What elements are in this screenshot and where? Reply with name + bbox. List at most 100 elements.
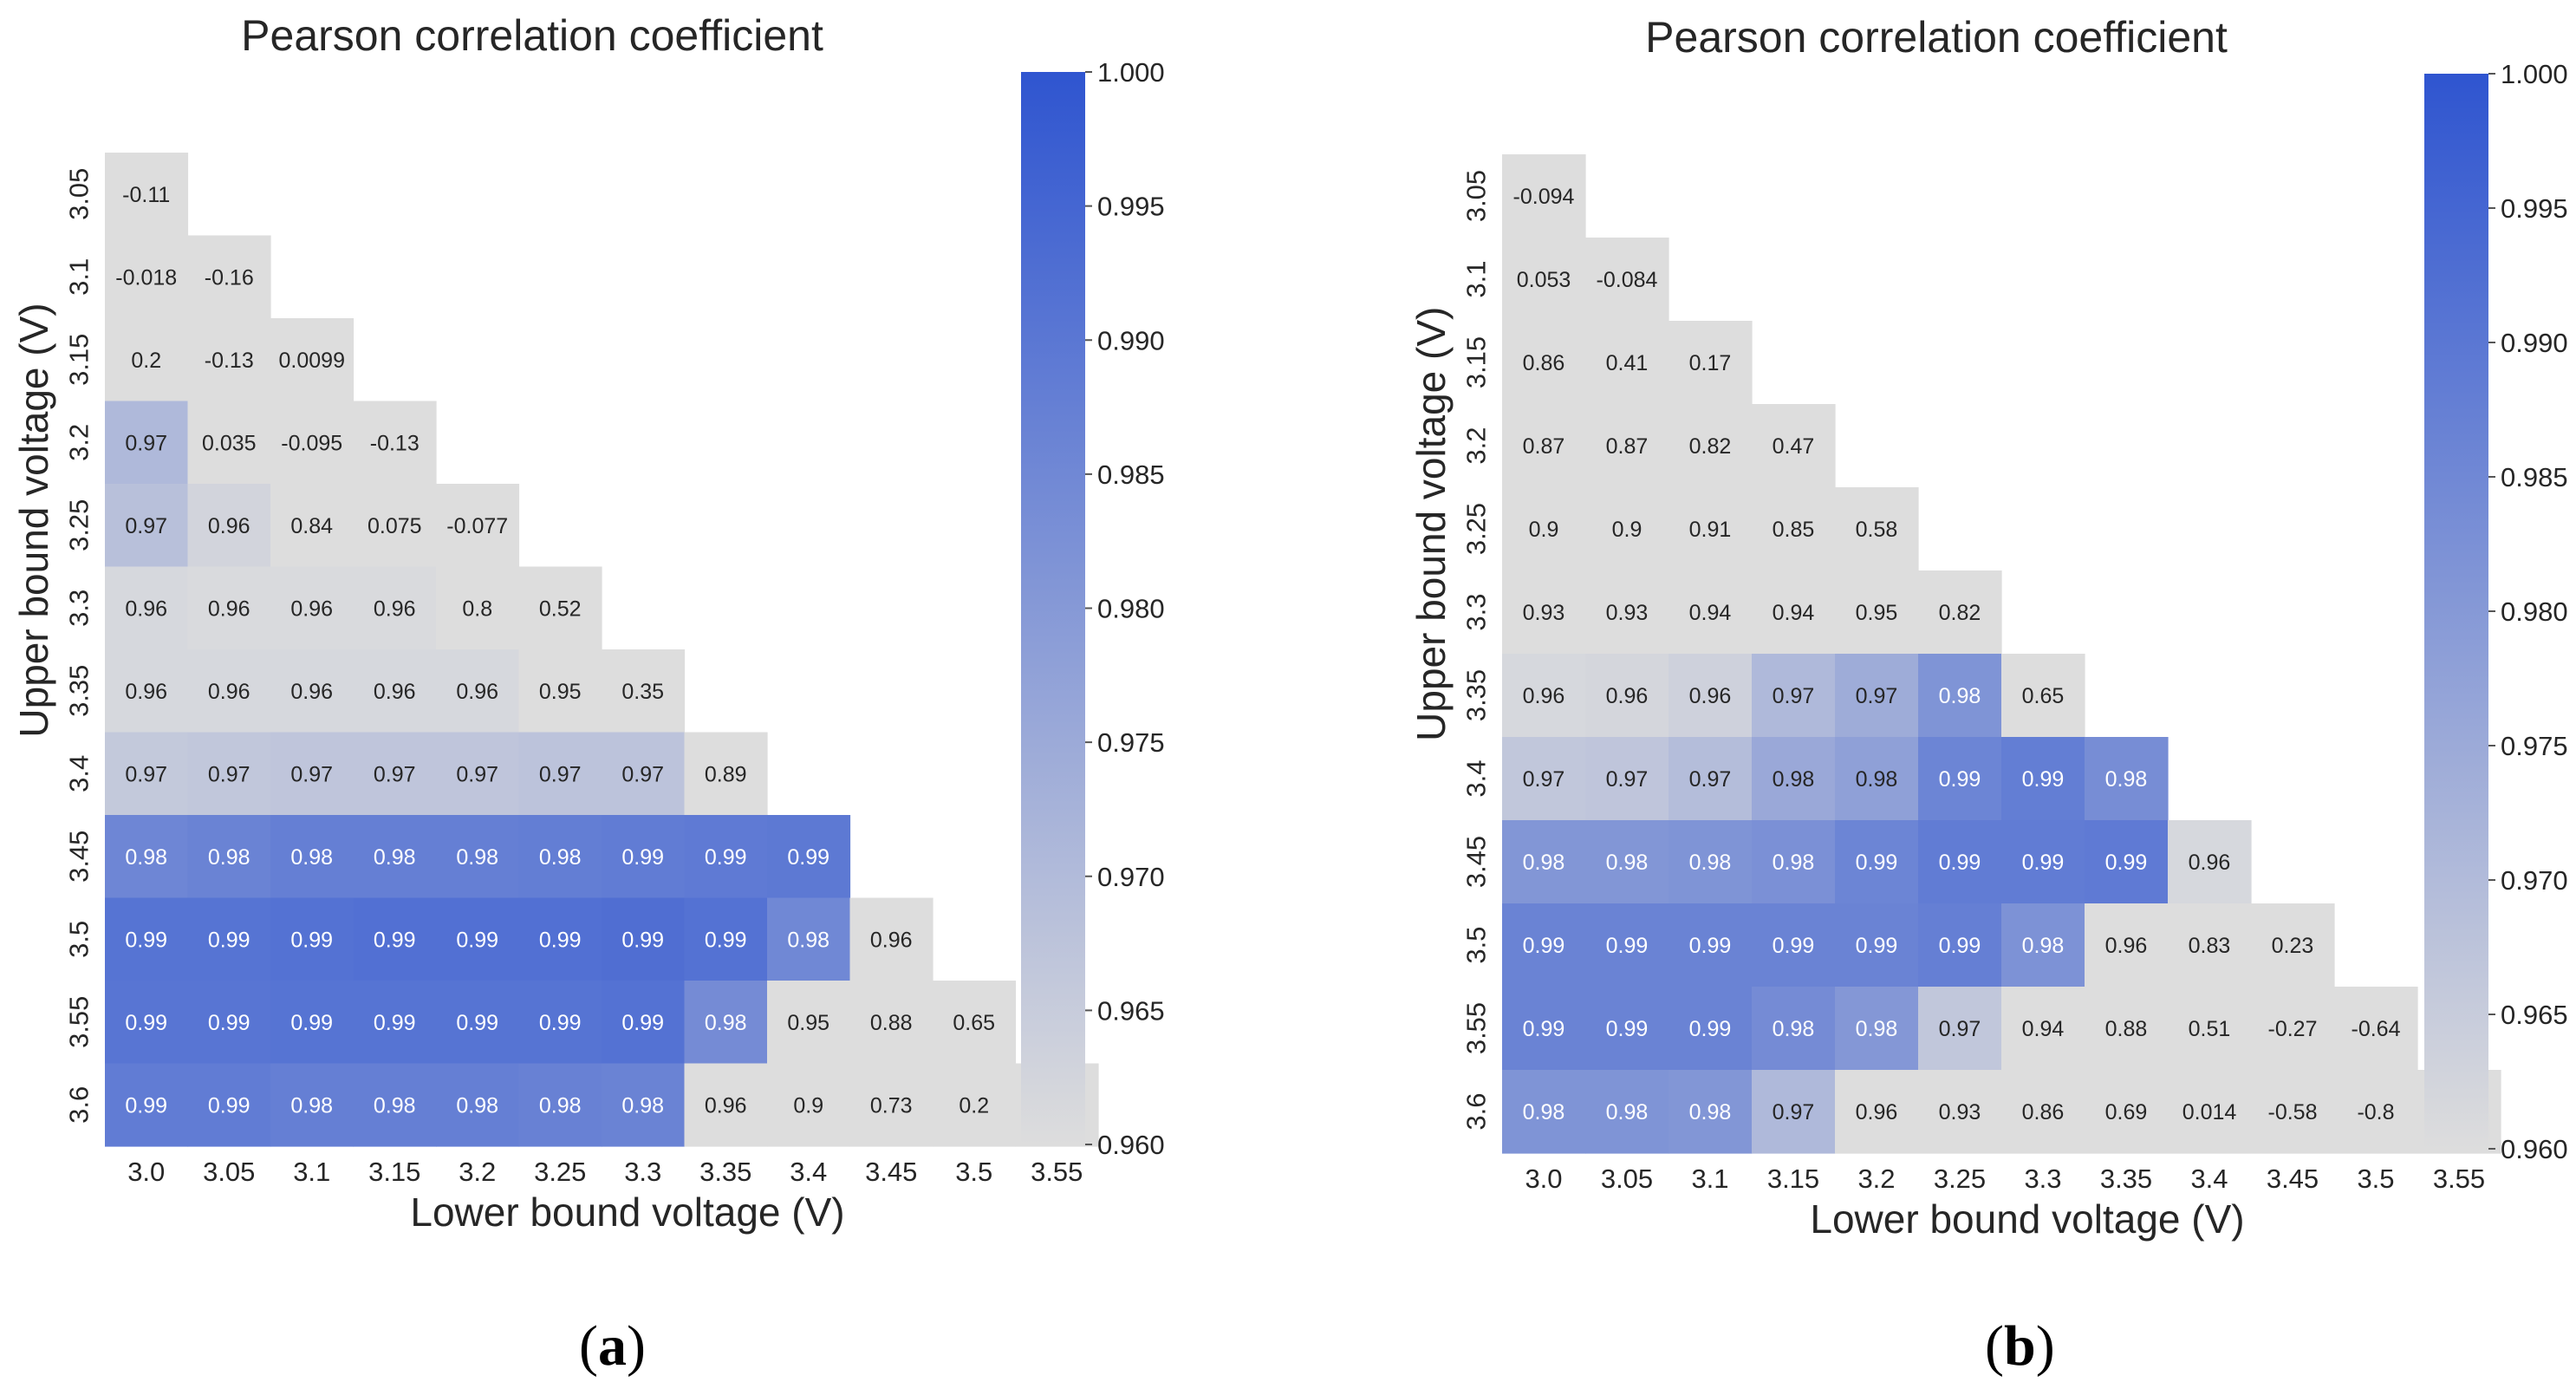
cell-value-label: 0.98 [2022, 934, 2065, 958]
heatmap-cell [1669, 820, 1753, 904]
y-axis-label: Upper bound voltage (V) [1408, 307, 1454, 741]
cell-value-label: 0.96 [374, 596, 416, 621]
cell-value-label: 0.035 [202, 431, 257, 455]
heatmap-cell [270, 1063, 355, 1147]
x-axis-label: Lower bound voltage (V) [410, 1190, 844, 1235]
colorbar-tick-label: 0.975 [2501, 731, 2568, 761]
cell-value-label: 0.99 [2022, 767, 2065, 792]
heatmap-cell [1918, 1070, 2002, 1154]
heatmap-cell [1918, 737, 2002, 821]
cell-value-label: 0.51 [2189, 1017, 2231, 1041]
heatmap-cell [1752, 987, 1836, 1071]
cell-value-label: -0.8 [2357, 1100, 2394, 1124]
heatmap-cell [1502, 820, 1586, 904]
cell-value-label: 0.075 [368, 514, 422, 538]
y-tick-label: 3.25 [1461, 503, 1492, 555]
cell-value-label: 0.014 [2182, 1100, 2237, 1124]
cell-value-label: 0.95 [539, 680, 582, 704]
cell-value-label: 0.97 [456, 762, 498, 786]
y-tick-label: 3.05 [1461, 170, 1492, 222]
x-tick-label: 3.05 [1601, 1164, 1653, 1194]
heatmap-cell [933, 981, 1017, 1065]
cell-value-label: 0.99 [1856, 851, 1898, 875]
heatmap-cell [518, 815, 602, 899]
heatmap-cell [2334, 1070, 2418, 1154]
cell-value-label: 0.99 [705, 845, 747, 870]
heatmap-cell [2334, 987, 2418, 1071]
cell-value-label: 0.99 [456, 928, 498, 952]
x-tick-label: 3.45 [2267, 1164, 2319, 1194]
x-tick-label: 3.1 [293, 1157, 330, 1187]
cell-value-label: 0.69 [2105, 1100, 2148, 1124]
cell-value-label: 0.99 [1856, 934, 1898, 958]
heatmap-cell [1502, 487, 1586, 571]
cell-value-label: 0.97 [208, 762, 250, 786]
heatmap-cell [105, 649, 189, 733]
heatmap-cell [105, 566, 189, 650]
heatmap-cell [353, 649, 437, 733]
heatmap-cell [2085, 987, 2169, 1071]
cell-value-label: 0.97 [621, 762, 664, 786]
cell-value-label: 0.97 [1856, 684, 1898, 708]
cell-value-label: 0.94 [1689, 601, 1732, 625]
y-tick-label: 3.4 [64, 755, 94, 792]
cell-value-label: 0.99 [539, 928, 582, 952]
heatmap-cell [1835, 654, 1919, 738]
cell-value-label: 0.98 [1523, 851, 1565, 875]
cell-value-label: -0.11 [122, 183, 170, 207]
heatmap-cell [1835, 903, 1919, 988]
heatmap-cell [270, 318, 355, 402]
x-tick-label: 3.55 [1031, 1157, 1083, 1187]
cell-value-label: 0.8 [462, 596, 492, 621]
cell-value-label: 0.82 [1689, 434, 1732, 459]
cell-value-label: -0.27 [2268, 1017, 2318, 1041]
cell-value-label: 0.98 [1773, 767, 1815, 792]
heatmap-cell [1585, 487, 1669, 571]
heatmap-cell [1752, 487, 1836, 571]
heatmap-cell [684, 897, 768, 981]
cell-value-label: 0.2 [131, 349, 161, 373]
cell-value-label: -0.084 [1597, 268, 1658, 292]
heatmap-cell [1669, 321, 1753, 405]
heatmap-cell [1502, 238, 1586, 322]
cell-value-label: 0.98 [125, 845, 167, 870]
cell-value-label: 0.47 [1773, 434, 1815, 459]
y-tick-label: 3.55 [64, 996, 94, 1048]
heatmap-cell [2001, 654, 2085, 738]
heatmap-cell [1669, 570, 1753, 655]
heatmap-cell [1752, 1070, 1836, 1154]
heatmap-cell [518, 897, 602, 981]
heatmap-cell [2168, 1070, 2252, 1154]
cell-value-label: 0.96 [456, 680, 498, 704]
heatmap-cell [2001, 737, 2085, 821]
colorbar-tick-label: 0.975 [1097, 727, 1165, 758]
heatmap-cell [1752, 654, 1836, 738]
colorbar-tick-label: 0.995 [2501, 193, 2568, 224]
heatmap-cell [1585, 737, 1669, 821]
heatmap-cell [187, 318, 271, 402]
cell-value-label: 0.91 [1689, 518, 1732, 542]
cell-value-label: 0.96 [125, 596, 167, 621]
cell-value-label: 0.99 [125, 928, 167, 952]
heatmap-cell [1752, 903, 1836, 988]
cell-value-label: 0.96 [290, 680, 333, 704]
cell-value-label: 0.89 [705, 762, 747, 786]
y-tick-label: 3.6 [1461, 1092, 1492, 1130]
cell-value-label: 0.0099 [279, 349, 345, 373]
cell-value-label: 0.99 [1689, 1017, 1732, 1041]
y-tick-label: 3.35 [1461, 669, 1492, 721]
heatmap-cell [1835, 820, 1919, 904]
heatmap-cell [2168, 903, 2252, 988]
chart-title: Pearson correlation coefficient [241, 11, 823, 60]
heatmap-cell [1502, 570, 1586, 655]
x-tick-label: 3.4 [2190, 1164, 2228, 1194]
heatmap-cell [933, 1063, 1017, 1147]
cell-value-label: 0.99 [621, 928, 664, 952]
heatmap-cell [1918, 820, 2002, 904]
y-tick-label: 3.2 [64, 424, 94, 461]
cell-value-label: 0.97 [125, 514, 167, 538]
colorbar-tick-label: 0.965 [1097, 995, 1165, 1026]
cell-value-label: 0.96 [1689, 684, 1732, 708]
cell-value-label: 0.98 [1606, 1100, 1649, 1124]
heatmap-cell [1752, 820, 1836, 904]
